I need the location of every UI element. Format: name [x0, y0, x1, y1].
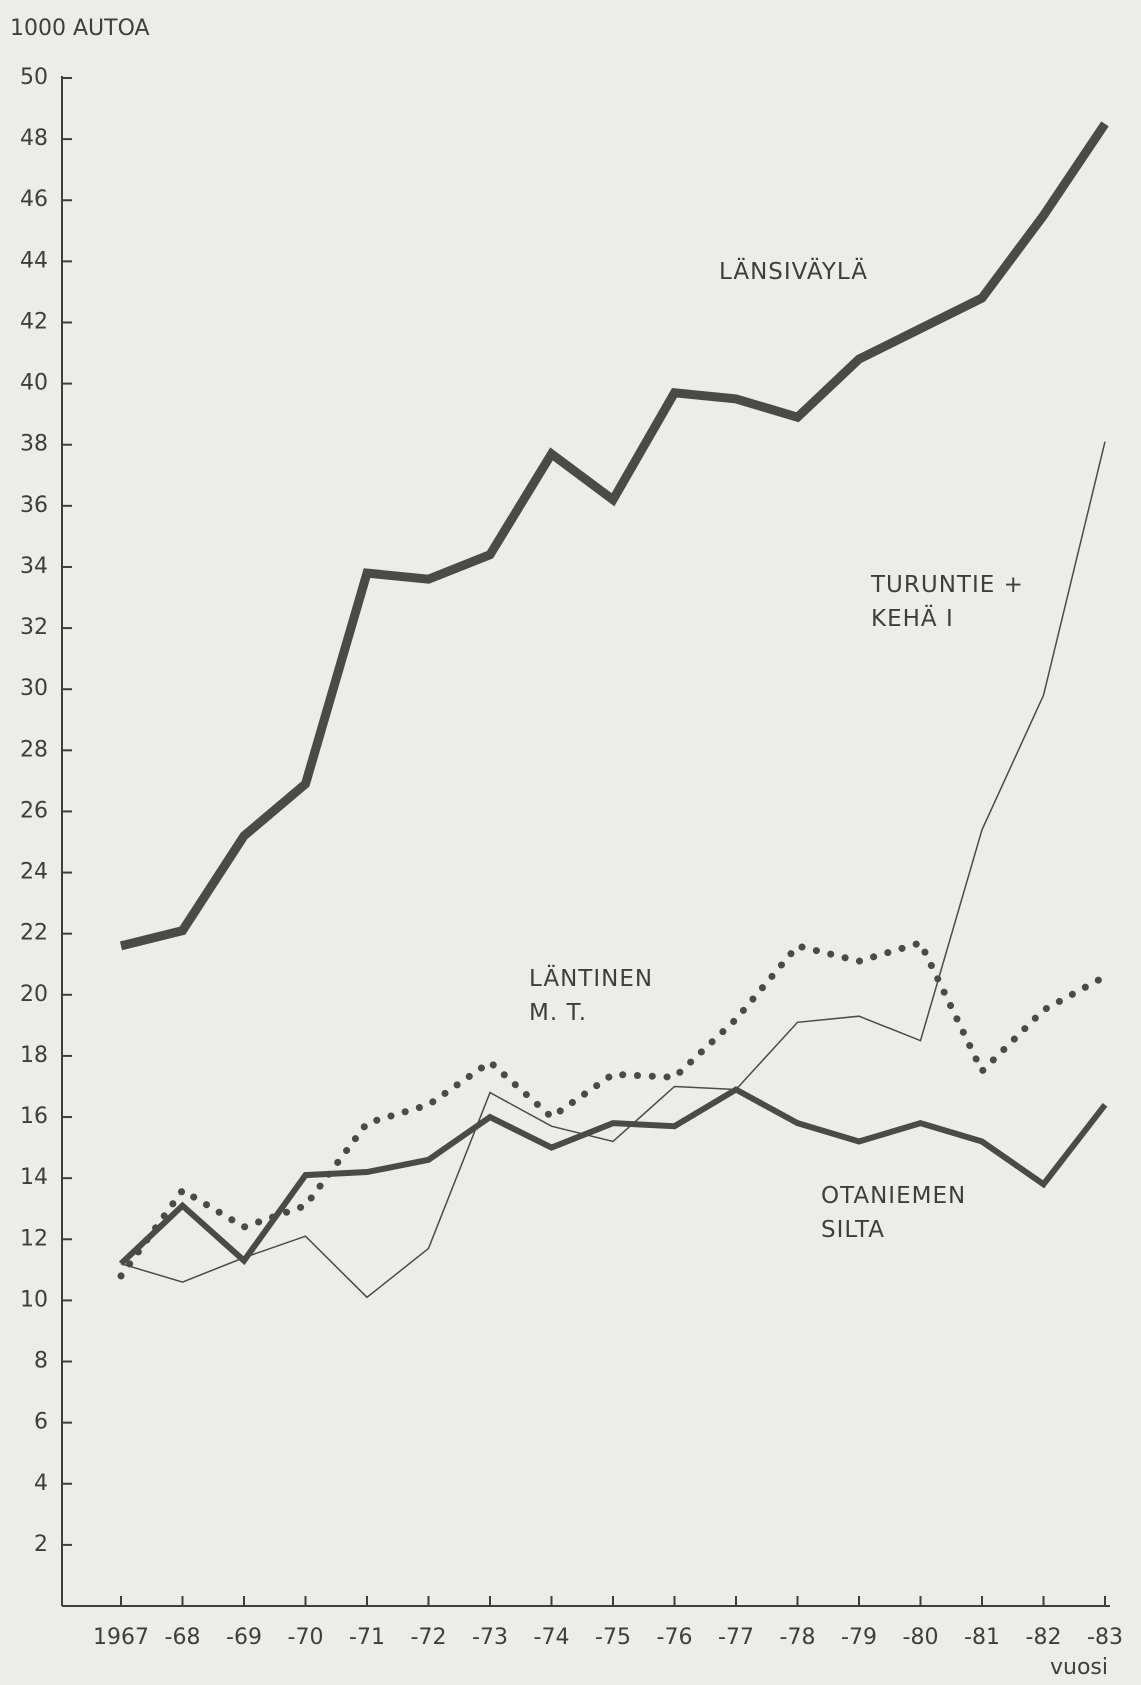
series-line: [120, 441, 1106, 1299]
x-tick-label: -79: [841, 1625, 877, 1650]
x-tick-label: -72: [411, 1625, 447, 1650]
y-tick-label: 36: [20, 493, 48, 518]
series-label-line: OTANIEMEN: [821, 1183, 966, 1209]
x-tick-label: -77: [718, 1625, 754, 1650]
series-label-line: SILTA: [821, 1217, 885, 1243]
x-tick-label: -69: [226, 1625, 262, 1650]
y-tick-label: 20: [20, 982, 48, 1007]
y-tick-label: 28: [20, 737, 48, 762]
series-label: LÄNSIVÄYLÄ: [719, 257, 868, 285]
x-tick-label: -83: [1087, 1625, 1123, 1650]
x-tick-label: -71: [349, 1625, 385, 1650]
y-tick-label: 42: [20, 309, 48, 334]
y-tick-label: 2: [34, 1532, 48, 1557]
y-tick-label: 34: [20, 554, 48, 579]
y-tick-label: 16: [20, 1104, 48, 1129]
y-tick-label: 6: [34, 1410, 48, 1435]
y-tick-label: 40: [20, 371, 48, 396]
x-tick-label: -82: [1026, 1625, 1062, 1650]
y-tick-label: 22: [20, 921, 48, 946]
y-tick-label: 10: [20, 1287, 48, 1312]
y-tick-label: 32: [20, 615, 48, 640]
y-axis-label: 1000 AUTOA: [10, 16, 150, 41]
y-tick-label: 38: [20, 432, 48, 457]
x-tick-label: -81: [964, 1625, 1000, 1650]
series-label: OTANIEMEN SILTA: [821, 1183, 966, 1243]
y-tick-label: 12: [20, 1226, 48, 1251]
x-tick-label: -78: [780, 1625, 816, 1650]
x-tick-label: -70: [288, 1625, 324, 1650]
x-tick-label: 1967: [93, 1625, 149, 1650]
x-tick-label: -73: [472, 1625, 508, 1650]
y-tick-label: 50: [20, 65, 48, 90]
y-tick-label: 14: [20, 1165, 48, 1190]
y-tick-label: 30: [20, 676, 48, 701]
x-tick-label: -74: [534, 1625, 570, 1650]
x-tick-label: -80: [903, 1625, 939, 1650]
series-line: [117, 938, 1109, 1280]
series-line: [119, 121, 1109, 951]
x-axis-label: vuosi: [1050, 1655, 1108, 1680]
series-label: LÄNTINEN M. T.: [529, 964, 653, 1026]
x-tick-label: -75: [595, 1625, 631, 1650]
y-tick-label: 24: [20, 860, 48, 885]
x-tick-label: -68: [165, 1625, 201, 1650]
series-label-line: LÄNSIVÄYLÄ: [719, 257, 868, 285]
series-label-line: TURUNTIE +: [870, 572, 1024, 598]
series-label-line: KEHÄ I: [871, 604, 954, 632]
series-label-line: LÄNTINEN: [529, 964, 653, 992]
y-tick-label: 18: [20, 1043, 48, 1068]
series-label: TURUNTIE + KEHÄ I: [870, 572, 1024, 632]
y-tick-label: 44: [20, 248, 48, 273]
y-tick-label: 4: [34, 1471, 48, 1496]
series-line: [118, 1086, 1108, 1266]
x-tick-label: -76: [657, 1625, 693, 1650]
y-tick-label: 46: [20, 187, 48, 212]
y-tick-label: 8: [34, 1349, 48, 1374]
y-tick-label: 48: [20, 126, 48, 151]
y-tick-label: 26: [20, 798, 48, 823]
series-label-line: M. T.: [529, 1000, 587, 1026]
